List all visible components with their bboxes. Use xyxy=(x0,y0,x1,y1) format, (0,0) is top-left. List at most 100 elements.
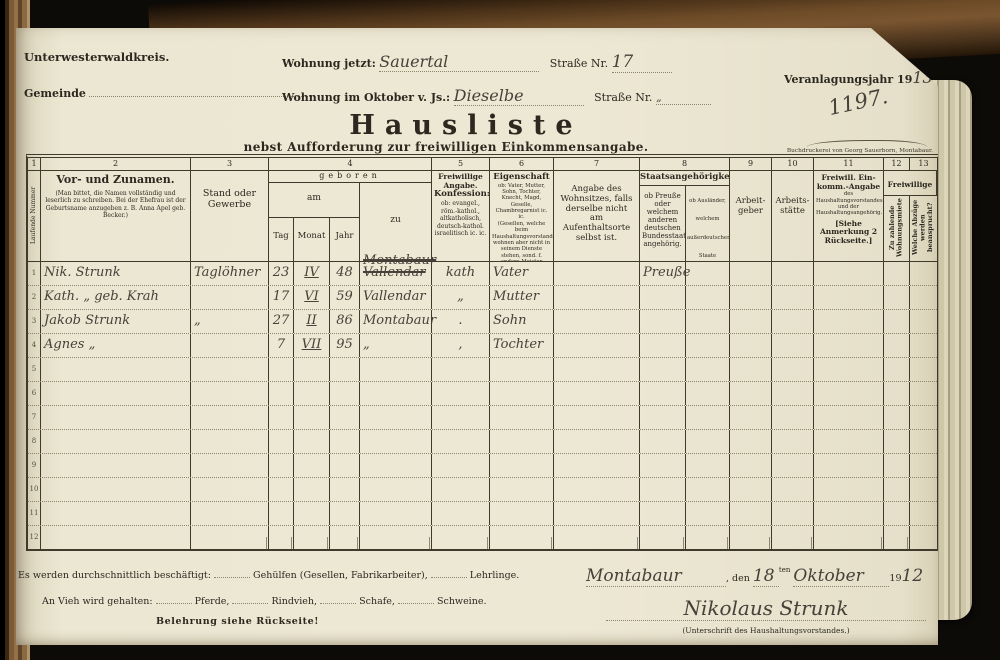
cell-miete xyxy=(884,334,910,357)
cell-monat xyxy=(294,454,330,477)
cell-abzug xyxy=(910,382,937,405)
cell-abzug xyxy=(910,310,937,333)
cell-tag: 27 xyxy=(269,310,294,333)
employment-blank-1 xyxy=(213,568,250,578)
cell-abzug xyxy=(910,358,937,381)
cell-miete xyxy=(884,454,910,477)
cell-arbeitsstaette xyxy=(772,406,814,429)
cell-abzug xyxy=(910,262,937,285)
cell-name: Nik. Strunk xyxy=(41,262,191,285)
cell-stand xyxy=(191,430,269,453)
cell-monat xyxy=(294,526,330,549)
cell-stand xyxy=(191,502,269,525)
cell-tag: 17 xyxy=(269,286,294,309)
cell-abzug xyxy=(910,454,937,477)
cell-wohnsitz xyxy=(554,382,640,405)
cell-stand xyxy=(191,478,269,501)
signature-line: Nikolaus Strunk xyxy=(606,596,926,621)
cell-monat: IV xyxy=(294,262,330,285)
colnum-8: 8 xyxy=(640,158,730,171)
cell-staat_a: Preuße xyxy=(640,262,690,285)
cell-arbeitgeber xyxy=(730,382,772,405)
page-subtitle: nebst Aufforderung zur freiwilligen Eink… xyxy=(243,140,649,154)
cell-eig xyxy=(490,382,554,405)
cell-konf xyxy=(432,358,490,381)
colnum-12: 12 xyxy=(884,158,910,171)
cell-einkommen xyxy=(814,334,884,357)
cell-eig: Mutter xyxy=(490,286,554,309)
header-stand: Stand oder Gewerbe xyxy=(191,171,269,261)
colnum-7: 7 xyxy=(554,158,640,171)
cell-monat: VII xyxy=(294,334,330,357)
strasse1-label: Straße Nr. xyxy=(549,57,609,70)
colnum-4: 4 xyxy=(269,158,432,171)
cell-konf xyxy=(432,502,490,525)
cell-monat xyxy=(294,502,330,525)
cell-num: 2 xyxy=(28,286,41,309)
colnum-11: 11 xyxy=(814,158,884,171)
cell-zu xyxy=(360,454,432,477)
cell-zu xyxy=(360,358,432,381)
cell-arbeitgeber xyxy=(730,334,772,357)
cell-monat: II xyxy=(294,310,330,333)
cell-miete xyxy=(884,382,910,405)
folio-number: 1197. xyxy=(826,84,890,120)
cell-konf xyxy=(432,382,490,405)
cell-wohnsitz xyxy=(554,334,640,357)
cell-num: 9 xyxy=(28,454,41,477)
livestock-schafe: Schafe, xyxy=(359,596,395,607)
cell-einkommen xyxy=(814,262,884,285)
strasse2-value: „ xyxy=(655,91,662,104)
cell-staat_a xyxy=(640,478,686,501)
veranlagungsjahr-line: Veranlagungsjahr 1913 . xyxy=(784,68,938,87)
cell-arbeitgeber xyxy=(730,526,772,549)
cell-wohnsitz xyxy=(554,430,640,453)
cell-monat xyxy=(294,382,330,405)
colnum-10: 10 xyxy=(772,158,814,171)
cell-name xyxy=(41,526,191,549)
wohnung-jetzt-line: Wohnung jetzt: Sauertal Straße Nr. 17 xyxy=(282,52,672,73)
cell-arbeitgeber xyxy=(730,406,772,429)
header-tag: Tag xyxy=(269,218,294,261)
cell-name xyxy=(41,406,191,429)
cell-wohnsitz xyxy=(554,262,640,285)
employment-line: Es werden durchschnittlich beschäftigt: … xyxy=(18,568,519,581)
cell-name: Agnes „ xyxy=(41,334,191,357)
cell-wohnsitz xyxy=(554,526,640,549)
header-laufende-nummer: Laufende Nummer xyxy=(28,171,41,261)
cell-arbeitgeber xyxy=(730,478,772,501)
cell-zu xyxy=(360,502,432,525)
cell-num: 3 xyxy=(28,310,41,333)
cell-stand xyxy=(191,358,269,381)
cell-staat_b xyxy=(686,334,730,357)
cell-miete xyxy=(884,286,910,309)
cell-konf xyxy=(432,454,490,477)
cell-staat_a xyxy=(640,406,686,429)
cell-num: 10 xyxy=(28,478,41,501)
cell-eig xyxy=(490,502,554,525)
table-row: 12 xyxy=(28,526,937,549)
printer-imprint: Buchdruckerei von Georg Sauerborn, Monta… xyxy=(751,140,933,154)
cell-tag: 23 xyxy=(269,262,294,285)
cell-stand xyxy=(191,406,269,429)
cell-staat_b xyxy=(686,286,730,309)
cell-tag xyxy=(269,406,294,429)
table-row: 7 xyxy=(28,406,937,430)
colnum-9: 9 xyxy=(730,158,772,171)
cell-jahr: 86 xyxy=(330,310,360,333)
cell-name xyxy=(41,382,191,405)
cell-arbeitgeber xyxy=(730,430,772,453)
gemeinde-label: Gemeinde xyxy=(24,87,86,100)
cell-staat_b xyxy=(686,262,730,285)
cell-arbeitgeber xyxy=(730,454,772,477)
cell-arbeitgeber xyxy=(730,286,772,309)
cell-einkommen xyxy=(814,478,884,501)
cell-staat_b xyxy=(686,454,730,477)
cell-staat_a xyxy=(640,358,686,381)
cell-miete xyxy=(884,478,910,501)
colnum-6: 6 xyxy=(490,158,554,171)
cell-tag xyxy=(269,358,294,381)
cell-eig xyxy=(490,406,554,429)
employment-mid: Gehülfen (Gesellen, Fabrikarbeiter), xyxy=(253,570,428,581)
